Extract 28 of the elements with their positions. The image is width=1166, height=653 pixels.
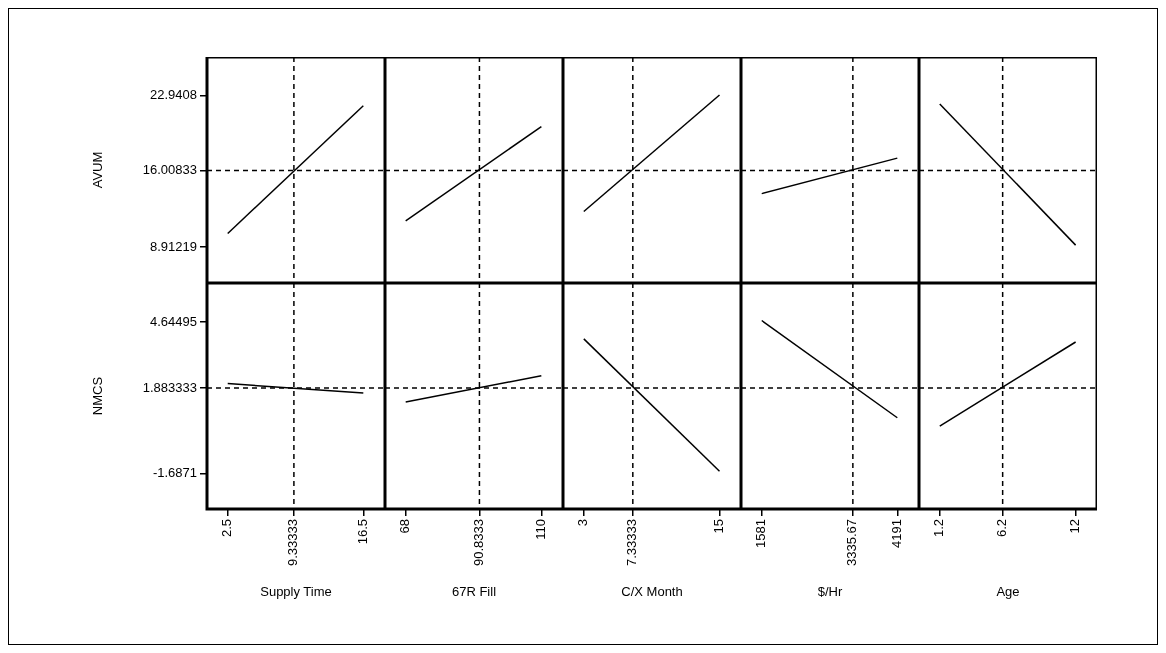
- x-tick-label: 2.5: [219, 519, 235, 538]
- x-tick-label: 1.2: [931, 519, 947, 538]
- x-axis-title: $/Hr: [817, 583, 843, 599]
- y-tick-label: 16.00833: [142, 162, 197, 178]
- x-axis-title: Supply Time: [260, 583, 332, 599]
- x-tick-label: 90.8333: [471, 519, 487, 566]
- x-tick-label: 16.5: [354, 519, 370, 545]
- x-axis-title: C/X Month: [621, 583, 683, 599]
- x-tick-label: 6.2: [994, 519, 1010, 538]
- y-tick-label: -1.6871: [152, 464, 197, 480]
- y-tick-label: 4.64495: [150, 313, 197, 329]
- y-axis-title: NMCS: [90, 376, 106, 416]
- x-tick-label: 12: [1067, 519, 1083, 534]
- x-tick-label: 1581: [753, 519, 769, 548]
- x-tick-label: 110: [532, 519, 548, 540]
- x-tick-label: 15: [711, 519, 727, 534]
- x-tick-label: 3: [575, 519, 591, 527]
- x-tick-label: 4191: [888, 519, 904, 548]
- x-tick-label: 7.33333: [624, 519, 640, 566]
- x-tick-label: 3335.67: [844, 519, 860, 566]
- y-tick-label: 22.9408: [150, 87, 197, 103]
- x-tick-label: 68: [397, 519, 413, 534]
- y-tick-label: 8.91219: [150, 238, 197, 254]
- x-axis-title: 67R Fill: [451, 583, 497, 599]
- y-axis-title: AVUM: [90, 151, 106, 189]
- x-tick-label: 9.33333: [285, 519, 301, 566]
- y-tick-label: 1.883333: [142, 379, 197, 395]
- x-axis-title: Age: [996, 583, 1020, 599]
